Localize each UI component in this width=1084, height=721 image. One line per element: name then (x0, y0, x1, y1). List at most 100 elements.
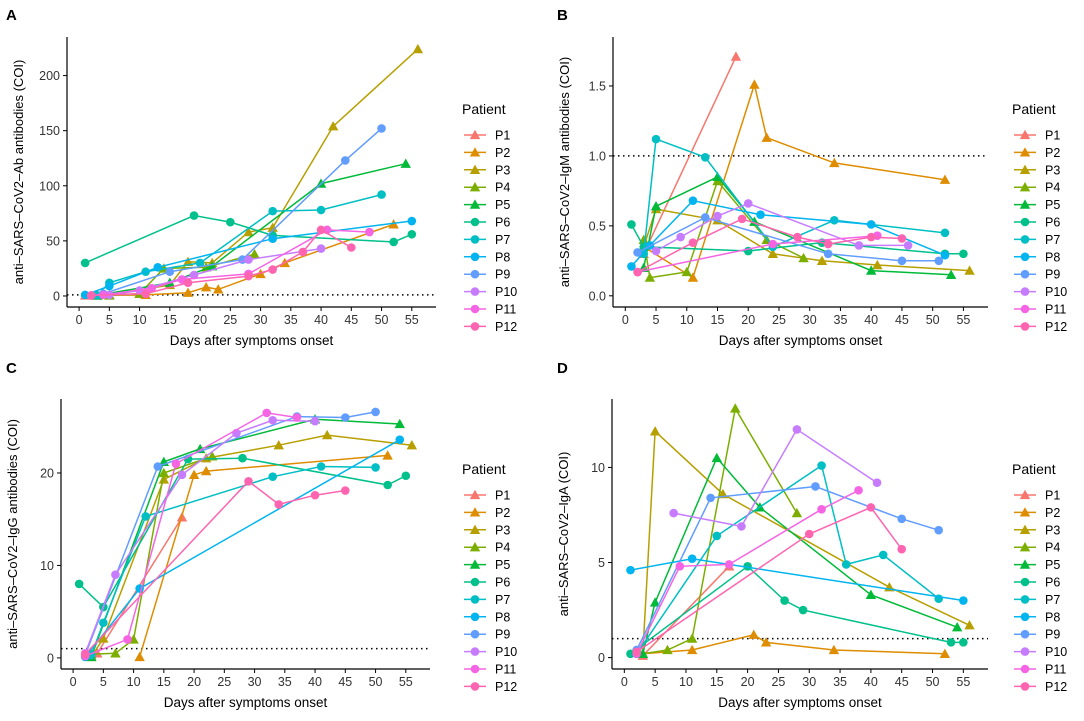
series-p12 (80, 476, 350, 659)
data-point (316, 244, 326, 253)
data-point (823, 239, 833, 249)
x-tick-label: 35 (284, 313, 298, 327)
data-point (687, 272, 699, 282)
data-point (798, 605, 808, 615)
legend-marker (1020, 577, 1030, 587)
data-point (865, 265, 877, 275)
legend-item-p9: P9 (464, 628, 510, 642)
data-point (823, 249, 833, 259)
legend-label: P2 (495, 146, 510, 160)
x-axis-title: Days after symptoms onset (719, 333, 883, 348)
legend-item-p10: P10 (1014, 285, 1067, 299)
data-point (383, 480, 392, 490)
x-tick-label: 25 (772, 313, 786, 327)
legend: Patient P1 P2 P3 P4 P5 P6 P7 P8 P9 P10 P11 P12 (1012, 461, 1067, 694)
legend-marker (1019, 147, 1031, 157)
data-point (854, 241, 864, 250)
legend-item-p3: P3 (464, 523, 510, 537)
y-tick-label: 1.5 (589, 79, 606, 93)
data-point (878, 550, 888, 560)
legend-marker (469, 542, 481, 552)
data-point (99, 618, 108, 628)
data-point (939, 648, 951, 658)
series-line (84, 411, 376, 656)
y-axis-title: anti–SARS–CoV2–IgG antibodies (COI) (5, 419, 20, 649)
data-point (226, 217, 235, 227)
series-line (673, 428, 878, 528)
data-point (767, 248, 779, 258)
legend-label: P9 (1045, 628, 1060, 642)
legend-marker (469, 524, 481, 534)
legend-marker (470, 217, 480, 227)
legend-label: P11 (1045, 663, 1066, 677)
data-point (316, 205, 326, 215)
legend-item-p3: P3 (1014, 163, 1060, 177)
legend-marker (1020, 595, 1030, 604)
legend-item-p12: P12 (1014, 680, 1067, 694)
legend-marker (470, 647, 480, 656)
data-point (687, 554, 697, 564)
legend-label: P11 (495, 663, 516, 677)
x-tick-label: 15 (163, 313, 177, 327)
series-p11 (632, 485, 863, 659)
legend-marker (1020, 682, 1030, 691)
x-tick-label: 25 (223, 313, 237, 327)
data-point (200, 465, 212, 476)
data-point (268, 234, 277, 243)
series-line (642, 175, 952, 276)
data-point (80, 258, 90, 268)
x-tick-label: 55 (399, 675, 413, 689)
legend-marker (1020, 252, 1030, 262)
legend-marker (1020, 269, 1030, 279)
data-point (792, 425, 802, 434)
data-point (730, 51, 742, 61)
legend-title: Patient (462, 101, 506, 117)
data-point (400, 158, 411, 168)
y-tick-label: 10 (591, 461, 605, 475)
y-tick-label: 0 (47, 651, 54, 665)
data-point (632, 647, 641, 657)
legend-label: P2 (1045, 506, 1060, 520)
legend-item-p12: P12 (464, 680, 517, 694)
data-point (412, 43, 424, 54)
legend-label: P8 (495, 250, 510, 264)
legend-marker (469, 507, 481, 517)
legend-label: P7 (495, 233, 510, 247)
legend-label: P4 (1045, 181, 1060, 195)
data-point (934, 525, 943, 535)
y-axis-title: anti–SARS–CoV2–Ab antibodies (COI) (11, 60, 26, 285)
panel-a: A 0 5 10 15 20 25 30 35 40 45 50 55 0 50 100 150 200 Days … (6, 7, 517, 348)
legend-label: P8 (495, 610, 510, 624)
data-point (730, 403, 741, 413)
data-point (712, 531, 722, 541)
data-point (939, 174, 951, 184)
legend-item-p9: P9 (464, 268, 510, 282)
data-point (401, 471, 411, 481)
data-point (649, 597, 661, 607)
legend: Patient P1 P2 P3 P4 P5 P6 P7 P8 P9 P10 P11 P12 (462, 101, 517, 334)
series-line (91, 228, 352, 297)
legend-marker (1020, 304, 1030, 314)
x-tick-label: 30 (254, 313, 268, 327)
data-point (959, 249, 968, 259)
series-p2 (638, 79, 951, 282)
data-point (268, 206, 277, 216)
legend-label: P12 (1045, 680, 1067, 694)
legend-marker (1020, 287, 1030, 296)
data-point (649, 426, 661, 436)
x-tick-label: 50 (375, 313, 389, 327)
data-point (650, 201, 662, 211)
data-point (316, 462, 326, 471)
legend-item-p2: P2 (1014, 506, 1060, 520)
y-tick-label: 5 (598, 556, 605, 570)
legend-item-p5: P5 (464, 198, 510, 212)
data-point (177, 470, 187, 480)
data-point (377, 190, 386, 199)
x-tick-label: 0 (76, 313, 83, 327)
y-tick-label: 200 (39, 69, 60, 83)
data-point (316, 225, 326, 235)
data-point (897, 544, 907, 554)
data-point (195, 258, 205, 268)
